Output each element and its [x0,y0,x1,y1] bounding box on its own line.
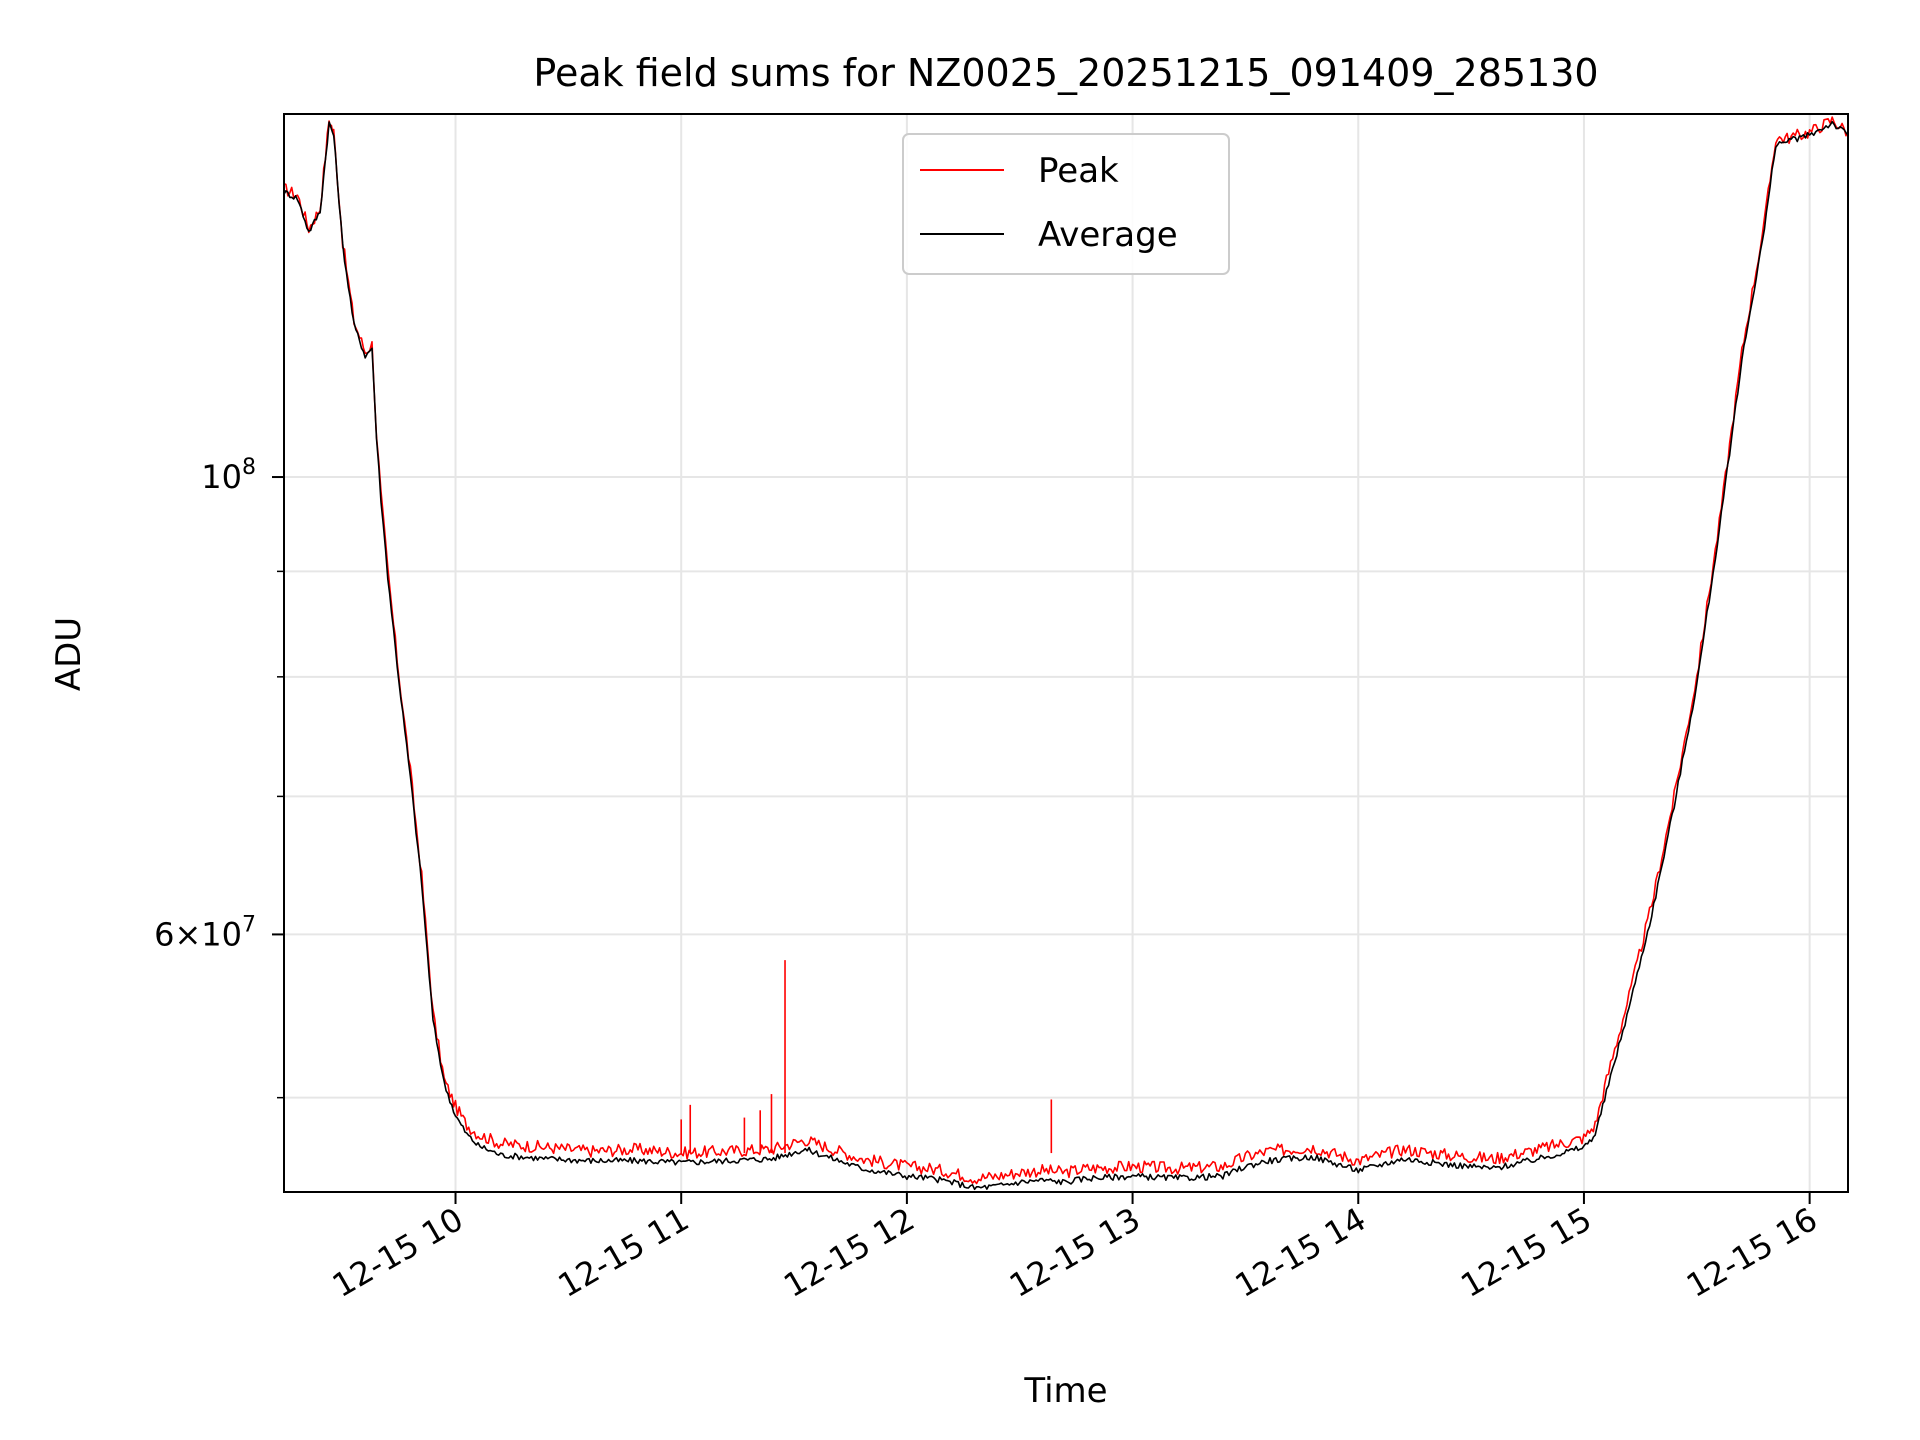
legend-average-label: Average [1038,215,1178,255]
series-line-average [283,120,1849,1191]
grid [284,114,1848,1192]
legend: Peak Average [902,133,1230,275]
y-tick-base: 10 [201,915,242,953]
y-tick-exponent: 8 [242,455,256,480]
series-layer [283,116,1849,1191]
y-tick-base: 10 [201,458,242,496]
y-tick-label: 108 [201,455,256,496]
plot-frame [283,113,1849,1193]
legend-peak-label: Peak [1038,151,1119,191]
y-axis-label: ADU [49,617,89,691]
x-axis-label: Time [1023,1371,1107,1411]
series-line-peak [283,116,1849,1185]
y-tick-label: 6×107 [154,912,256,953]
y-tick-exponent: 7 [242,912,256,937]
chart-title: Peak field sums for NZ0025_20251215_0914… [533,51,1598,95]
y-tick-mantissa: 6× [154,915,201,953]
